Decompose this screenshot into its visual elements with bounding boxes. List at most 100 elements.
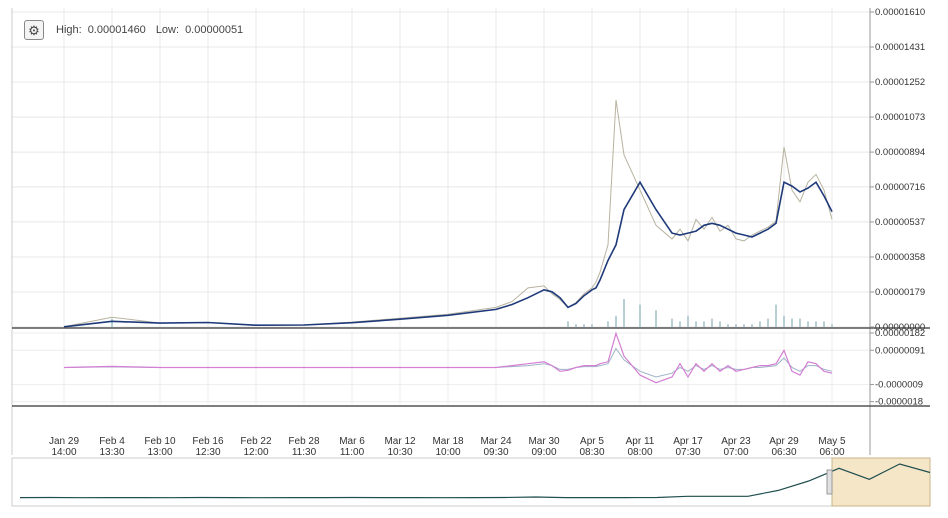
y-tick-label: 0.00000182 <box>875 328 925 339</box>
x-tick-time: 13:30 <box>99 447 124 458</box>
x-tick-date: Mar 12 <box>384 436 416 447</box>
volume-bar <box>711 318 713 327</box>
volume-bar <box>767 318 769 327</box>
x-tick-time: 08:00 <box>627 447 652 458</box>
navigator-handle-left <box>826 469 833 495</box>
y-tick-label: 0.00000091 <box>875 345 925 356</box>
x-tick-date: Mar 24 <box>480 436 512 447</box>
x-tick-date: Apr 29 <box>769 436 799 447</box>
x-tick-date: Mar 6 <box>339 436 365 447</box>
x-tick-time: 09:00 <box>531 447 556 458</box>
volume-bar <box>583 324 585 327</box>
volume-bar <box>791 318 793 327</box>
x-tick-time: 08:30 <box>579 447 604 458</box>
volume-bar <box>775 304 777 327</box>
x-tick-time: 06:00 <box>819 447 844 458</box>
x-tick-date: Feb 16 <box>192 436 224 447</box>
settings-button[interactable]: ⚙ <box>24 20 44 40</box>
x-tick-date: Mar 30 <box>528 436 560 447</box>
low-label: Low: <box>155 24 180 36</box>
x-tick-date: Apr 5 <box>580 436 604 447</box>
x-tick-time: 12:30 <box>195 447 220 458</box>
x-tick-date: Mar 18 <box>432 436 464 447</box>
x-tick-date: Jan 29 <box>49 436 79 447</box>
volume-bar <box>799 318 801 327</box>
navigator[interactable] <box>11 457 931 507</box>
volume-bars <box>111 299 833 327</box>
y-tick-label: 0.00000179 <box>875 287 925 298</box>
volume-bar <box>751 324 753 327</box>
y-tick-label: -0.0000009 <box>875 380 923 391</box>
volume-bar <box>831 324 833 327</box>
volume-bar <box>695 321 697 327</box>
high-value: 0.00001460 <box>87 24 146 36</box>
volume-bar <box>567 321 569 327</box>
volume-bar <box>807 321 809 327</box>
x-tick-date: Feb 10 <box>144 436 176 447</box>
volume-bar <box>735 324 737 327</box>
x-tick-date: Feb 28 <box>288 436 320 447</box>
y-tick-label: 0.00001431 <box>875 42 925 53</box>
x-tick-time: 07:30 <box>675 447 700 458</box>
volume-bar <box>679 321 681 327</box>
panel-frames <box>11 8 930 455</box>
x-tick-date: Feb 22 <box>240 436 272 447</box>
y-tick-label: 0.00000894 <box>875 147 925 158</box>
volume-bar <box>823 321 825 327</box>
y-tick-label: 0.00000716 <box>875 182 925 193</box>
x-tick-date: May 5 <box>818 436 846 447</box>
x-tick-time: 06:30 <box>771 447 796 458</box>
volume-bar <box>743 324 745 327</box>
oscillator-line-a <box>63 331 833 384</box>
x-tick-date: Feb 4 <box>99 436 125 447</box>
y-tick-label: 0.00000000 <box>875 322 925 333</box>
volume-bar <box>719 321 721 327</box>
x-tick-date: Apr 17 <box>673 436 703 447</box>
volume-bar <box>703 321 705 327</box>
x-tick-date: Apr 23 <box>721 436 751 447</box>
x-tick-time: 11:00 <box>340 447 365 458</box>
x-tick-time: 09:30 <box>483 447 508 458</box>
volume-bar <box>591 324 593 327</box>
y-tick-label: 0.00000537 <box>875 217 925 228</box>
y-axis: 0.00000000 0.00000179 0.00000358 0.00000537… <box>870 7 925 408</box>
volume-bar <box>727 324 729 327</box>
volume-bar <box>783 315 785 327</box>
info-bar: ⚙ High: 0.00001460 Low: 0.00000051 <box>24 20 243 40</box>
x-tick-date: Apr 11 <box>626 436 655 447</box>
price-series <box>63 99 833 328</box>
y-tick-label: 0.00001073 <box>875 112 925 123</box>
x-tick-time: 10:00 <box>435 447 460 458</box>
navigator-selection <box>831 457 931 507</box>
volume-bar <box>615 315 617 327</box>
volume-bar <box>815 321 817 327</box>
oscillator-series <box>63 331 833 384</box>
grid <box>12 8 870 404</box>
y-tick-label: -0.0000018 <box>875 397 923 408</box>
volume-bar <box>623 299 625 327</box>
navigator-line <box>19 463 931 499</box>
x-tick-time: 14:00 <box>51 447 76 458</box>
y-tick-label: 0.00000358 <box>875 252 925 263</box>
volume-bar <box>671 318 673 327</box>
low-value: 0.00000051 <box>185 24 244 36</box>
x-tick-time: 10:30 <box>387 447 412 458</box>
y-tick-label: 0.00001252 <box>875 77 925 88</box>
navigator-frame <box>11 457 931 507</box>
volume-bar <box>111 318 113 327</box>
volume-bar <box>759 321 761 327</box>
volume-bar <box>639 304 641 327</box>
x-tick-time: 13:00 <box>147 447 172 458</box>
x-tick-time: 07:00 <box>723 447 748 458</box>
volume-bar <box>687 315 689 327</box>
gear-icon: ⚙ <box>28 22 40 38</box>
average-line <box>63 180 833 328</box>
x-tick-time: 12:00 <box>243 447 268 458</box>
price-line <box>63 99 833 328</box>
x-tick-time: 11:30 <box>292 447 317 458</box>
volume-bar <box>607 321 609 327</box>
volume-bar <box>575 324 577 327</box>
